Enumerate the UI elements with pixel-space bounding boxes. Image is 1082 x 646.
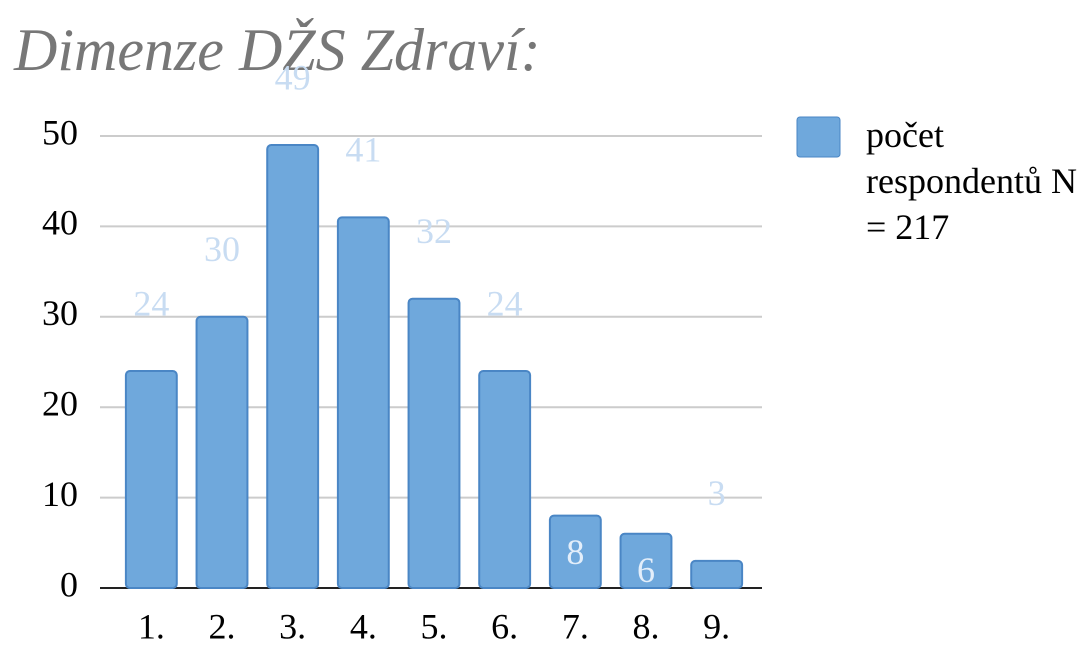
y-tick-label: 10 [42,474,78,514]
data-label: 24 [487,283,523,323]
data-label: 30 [204,229,240,269]
x-tick-label: 2. [209,606,236,646]
y-tick-label: 0 [60,564,78,604]
bar [548,514,602,589]
data-label: 41 [345,130,381,170]
bar [478,370,532,590]
legend-swatch [796,116,841,158]
data-label: 32 [416,211,452,251]
x-tick-label: 4. [350,606,377,646]
y-tick-label: 30 [42,293,78,333]
x-tick-label: 9. [703,606,730,646]
y-tick-label: 40 [42,203,78,243]
x-tick-label: 3. [279,606,306,646]
bar [124,370,178,590]
bar [336,216,390,590]
legend-label: počet respondentů N = 217 [866,115,1077,247]
bar [195,315,249,589]
bar [266,144,320,589]
x-tick-label: 8. [633,606,660,646]
bar [690,559,744,590]
x-tick-label: 7. [562,606,589,646]
data-label: 8 [566,532,584,572]
y-tick-label: 50 [42,112,78,152]
data-label: 3 [708,473,726,513]
bar [619,532,673,590]
data-label: 24 [133,283,169,323]
x-tick-label: 6. [491,606,518,646]
data-label: 6 [637,550,655,590]
x-tick-label: 5. [421,606,448,646]
bar [407,297,461,589]
chart-title: Dimenze DŽS Zdraví: [13,17,541,83]
y-tick-label: 20 [42,383,78,423]
x-tick-label: 1. [138,606,165,646]
data-label: 49 [275,57,311,97]
